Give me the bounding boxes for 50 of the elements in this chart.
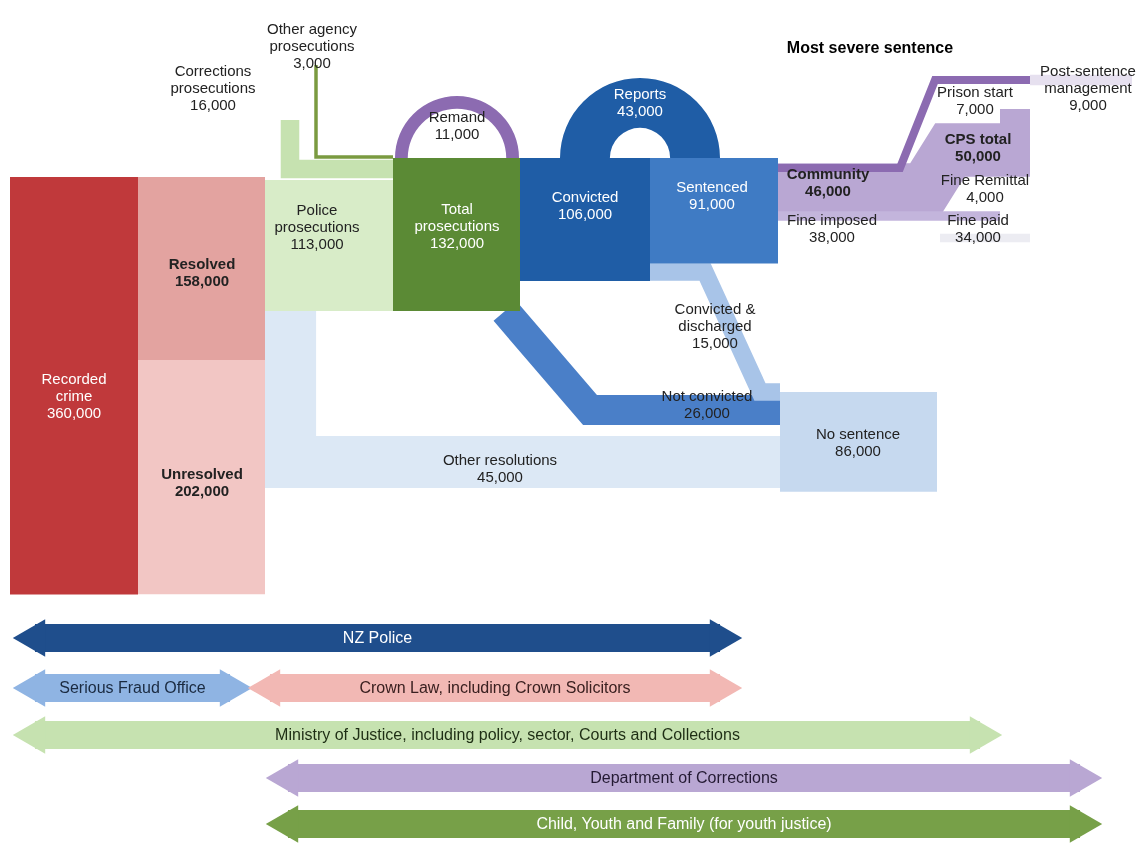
category-label: Fine imposed	[786, 211, 878, 228]
category-label: Convicted	[551, 188, 619, 205]
data-label: 15,000	[692, 334, 738, 351]
data-label: 106,000	[557, 205, 613, 222]
category-label: Convicted & discharged	[674, 300, 756, 334]
text: Serious Fraud Office	[59, 679, 206, 696]
category-label: Police prosecutions	[274, 201, 360, 235]
category-label: Other resolutions	[442, 451, 558, 468]
category-label: No sentence	[815, 425, 901, 442]
data-label: 113,000	[290, 235, 344, 252]
category-label: Other agency prosecutions	[266, 20, 358, 54]
data-label: 45,000	[477, 468, 523, 485]
data-label: 360,000	[46, 404, 102, 421]
data-label: 86,000	[835, 442, 881, 459]
data-label: 91,000	[689, 195, 735, 212]
data-label: 132,000	[429, 234, 485, 251]
data-label: 46,000	[805, 182, 851, 199]
text: Ministry of Justice, including policy, sector, Courts and Collections	[275, 726, 740, 743]
data-label: 38,000	[809, 228, 855, 245]
category-label: Community	[786, 165, 870, 182]
data-label: 7,000	[956, 100, 994, 117]
data-label: 50,000	[955, 147, 1001, 164]
text: NZ Police	[342, 629, 413, 646]
text: Department of Corrections	[590, 769, 778, 786]
data-label: 202,000	[174, 482, 230, 499]
data-label: 16,000	[190, 96, 236, 113]
category-label: Remand	[428, 108, 486, 125]
category-label: Corrections prosecutions	[170, 62, 256, 96]
category-label: Fine Remittal	[940, 171, 1030, 188]
category-label: Total prosecutions	[414, 200, 500, 234]
data-label: 9,000	[1069, 96, 1107, 113]
category-label: Unresolved	[161, 465, 243, 482]
category-label: Sentenced	[676, 178, 748, 195]
category-label: Resolved	[168, 255, 236, 272]
category-label: Fine paid	[947, 211, 1009, 228]
data-label: 26,000	[684, 404, 730, 421]
data-label: 34,000	[955, 228, 1001, 245]
category-label: Reports	[613, 85, 667, 102]
category-label: Prison start	[937, 83, 1014, 100]
category-label: CPS total	[944, 130, 1012, 147]
text: Most severe sentence	[786, 39, 954, 56]
text: Crown Law, including Crown Solicitors	[359, 679, 631, 696]
data-label: 43,000	[617, 102, 663, 119]
data-label: 158,000	[174, 272, 230, 289]
category-label: Post-sentence management	[1040, 62, 1136, 96]
data-label: 11,000	[434, 125, 480, 142]
category-label: Recorded crime	[41, 370, 107, 404]
data-label: 3,000	[293, 54, 331, 71]
data-label: 4,000	[966, 188, 1004, 205]
text: Child, Youth and Family (for youth justice)	[536, 815, 832, 832]
